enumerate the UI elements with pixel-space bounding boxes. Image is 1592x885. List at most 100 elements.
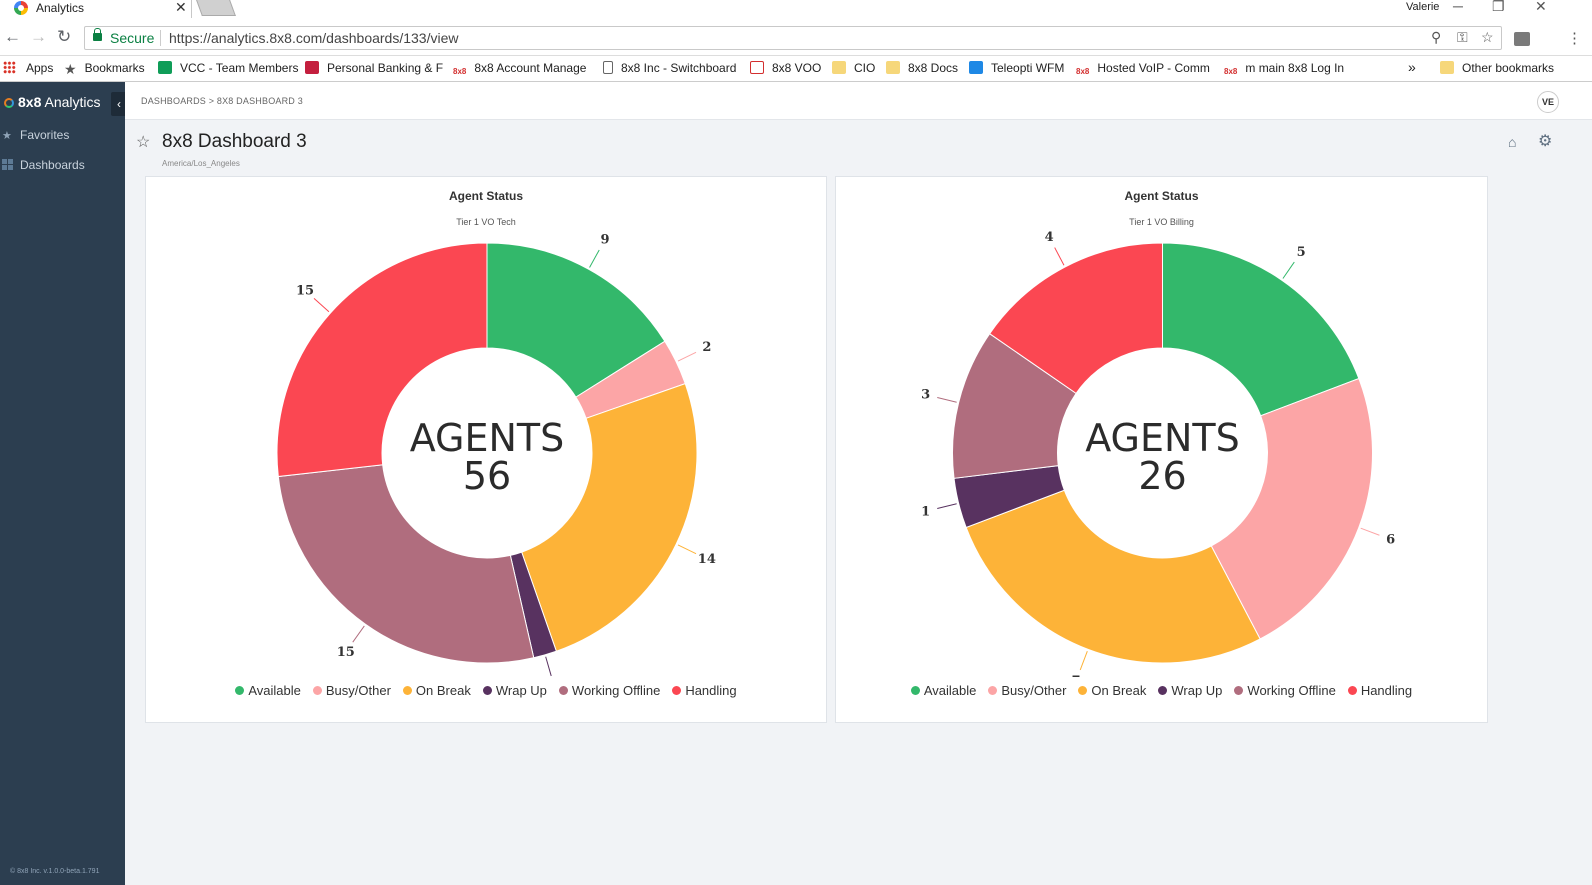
bookmark-teleopti[interactable]: Teleopti WFM <box>969 61 1064 75</box>
legend-item-busy-other[interactable]: Busy/Other <box>988 683 1066 698</box>
key-icon[interactable]: ⚿ <box>1457 29 1468 45</box>
close-window-icon[interactable]: ✕ <box>1535 0 1547 14</box>
legend-item-on-break[interactable]: On Break <box>402 683 471 698</box>
forward-icon[interactable]: → <box>30 27 47 46</box>
bookmark-cio[interactable]: CIO <box>832 61 875 75</box>
close-tab-icon[interactable]: ✕ <box>175 0 187 15</box>
bookmark-voo[interactable]: 8x8 VOO <box>750 61 821 75</box>
new-tab-button[interactable] <box>196 0 236 16</box>
chart-subtitle: Tier 1 VO Tech <box>456 217 516 227</box>
legend-item-available[interactable]: Available <box>910 683 976 698</box>
slice-available[interactable] <box>1162 242 1360 417</box>
legend-dot-icon <box>312 686 322 695</box>
legend-item-working-offline[interactable]: Working Offline <box>558 683 660 698</box>
bookmark-apps[interactable]: Apps <box>3 61 53 75</box>
data-label: 1 <box>921 504 930 519</box>
legend-label: On Break <box>415 683 471 698</box>
legend-label: Busy/Other <box>1001 683 1067 698</box>
folder-icon <box>886 61 900 74</box>
favorite-star-icon[interactable]: ☆ <box>136 134 151 151</box>
back-icon[interactable]: ← <box>4 27 21 46</box>
page-title: 8x8 Dashboard 3 <box>162 131 307 152</box>
bookmark-bookmarks[interactable]: ★ Bookmarks <box>64 61 145 77</box>
data-label-leader <box>1079 651 1088 671</box>
bookmark-star-icon[interactable]: ☆ <box>1481 29 1494 45</box>
sidebar-item-favorites[interactable]: ★ Favorites <box>2 128 69 142</box>
bookmark-hosted[interactable]: 8x8 Hosted VoIP - Comm <box>1076 61 1210 80</box>
legend-label: Available <box>248 683 301 698</box>
slice-on-break[interactable] <box>965 489 1261 664</box>
slice-working-offline[interactable] <box>277 464 535 664</box>
restore-icon[interactable]: ❐ <box>1492 0 1505 14</box>
legend-label: Wrap Up <box>495 683 547 698</box>
bookmark-other[interactable]: Other bookmarks <box>1440 61 1554 75</box>
chart-legend: Available Busy/Other On Break Wrap Up Workin… <box>836 683 1487 698</box>
legend-item-available[interactable]: Available <box>235 683 301 698</box>
legend-dot-icon <box>988 686 998 695</box>
legend-dot-icon <box>482 686 492 695</box>
slice-busy-other[interactable] <box>1210 377 1373 640</box>
secure-label: Secure <box>110 30 155 46</box>
app-topbar: DASHBOARDS > 8X8 DASHBOARD 3 VE <box>125 82 1592 120</box>
legend-item-wrap-up[interactable]: Wrap Up <box>482 683 547 698</box>
legend-item-busy-other[interactable]: Busy/Other <box>312 683 391 698</box>
center-value: 26 <box>1138 454 1186 498</box>
url-input[interactable]: Secure https://analytics.8x8.com/dashboa… <box>84 26 1502 50</box>
zoom-icon[interactable]: ⚲ <box>1431 29 1442 45</box>
reload-icon[interactable]: ↻ <box>57 27 72 46</box>
data-label: 15 <box>337 645 355 660</box>
data-label: 4 <box>1045 230 1054 245</box>
sidebar-item-dashboards[interactable]: Dashboards <box>2 158 85 172</box>
gear-icon[interactable]: ⚙ <box>1538 133 1553 150</box>
breadcrumb[interactable]: DASHBOARDS > 8X8 DASHBOARD 3 <box>141 96 303 106</box>
data-label: 15 <box>296 283 314 298</box>
legend-item-on-break[interactable]: On Break <box>1078 683 1146 698</box>
bookmark-label: Teleopti WFM <box>991 61 1065 75</box>
data-label-leader <box>937 503 957 510</box>
legend-label: Handling <box>1360 683 1413 698</box>
bookmark-label: CIO <box>854 61 876 75</box>
collapse-sidebar-button[interactable]: ‹ <box>111 92 127 116</box>
app-sidebar: 8x8 Analytics ‹ ★ Favorites Dashboards © … <box>0 82 127 885</box>
avatar[interactable]: VE <box>1537 91 1559 113</box>
data-label: 9 <box>601 232 610 247</box>
url-text[interactable]: https://analytics.8x8.com/dashboards/133… <box>169 30 459 46</box>
legend-item-working-offline[interactable]: Working Offline <box>1234 683 1336 698</box>
data-label: 3 <box>921 388 930 403</box>
brand-logo[interactable]: 8x8 Analytics <box>4 94 101 110</box>
sidebar-item-label: Dashboards <box>20 158 85 172</box>
minimize-icon[interactable]: ─ <box>1453 0 1463 14</box>
slice-handling[interactable] <box>276 242 488 478</box>
legend-dot-icon <box>1078 686 1088 695</box>
bookmark-banking[interactable]: Personal Banking & F <box>305 61 443 75</box>
center-label: AGENTS <box>1085 416 1240 460</box>
bookmark-switchboard[interactable]: 8x8 Inc - Switchboard <box>603 61 736 75</box>
home-icon[interactable]: ⌂ <box>1508 134 1517 150</box>
extension-icon[interactable] <box>1514 32 1530 46</box>
browser-tab[interactable]: Analytics ✕ <box>0 0 192 18</box>
browser-profile-name[interactable]: Valerie <box>1406 1 1440 13</box>
bookmark-account[interactable]: 8x8 8x8 Account Manage <box>453 61 586 80</box>
bookmark-main[interactable]: 8x8 m main 8x8 Log In <box>1224 61 1344 80</box>
sheet-icon <box>158 61 172 74</box>
slice-handling[interactable] <box>988 242 1163 395</box>
dashboard-grid-icon <box>2 159 13 170</box>
browser-menu-icon[interactable]: ⋮ <box>1567 30 1582 47</box>
slice-available[interactable] <box>486 242 666 398</box>
bookmark-label: 8x8 Account Manage <box>474 61 587 75</box>
legend-item-handling[interactable]: Handling <box>1347 683 1413 698</box>
legend-label: Wrap Up <box>1171 683 1223 698</box>
data-label-leader <box>545 656 552 677</box>
slice-on-break[interactable] <box>521 383 698 652</box>
bookmark-label: VCC - Team Members <box>180 61 299 75</box>
bookmark-docs[interactable]: 8x8 Docs <box>886 61 958 75</box>
legend-item-handling[interactable]: Handling <box>672 683 737 698</box>
legend-item-wrap-up[interactable]: Wrap Up <box>1158 683 1222 698</box>
data-label: 14 <box>698 552 716 567</box>
legend-label: Handling <box>685 683 737 698</box>
more-bookmarks-button[interactable]: » <box>1408 59 1416 75</box>
chart-title: Agent Status <box>448 189 523 203</box>
bookmark-vcc[interactable]: VCC - Team Members <box>158 61 298 75</box>
8x8-logo-icon: 8x8 <box>453 67 467 76</box>
legend-dot-icon <box>1234 686 1244 695</box>
